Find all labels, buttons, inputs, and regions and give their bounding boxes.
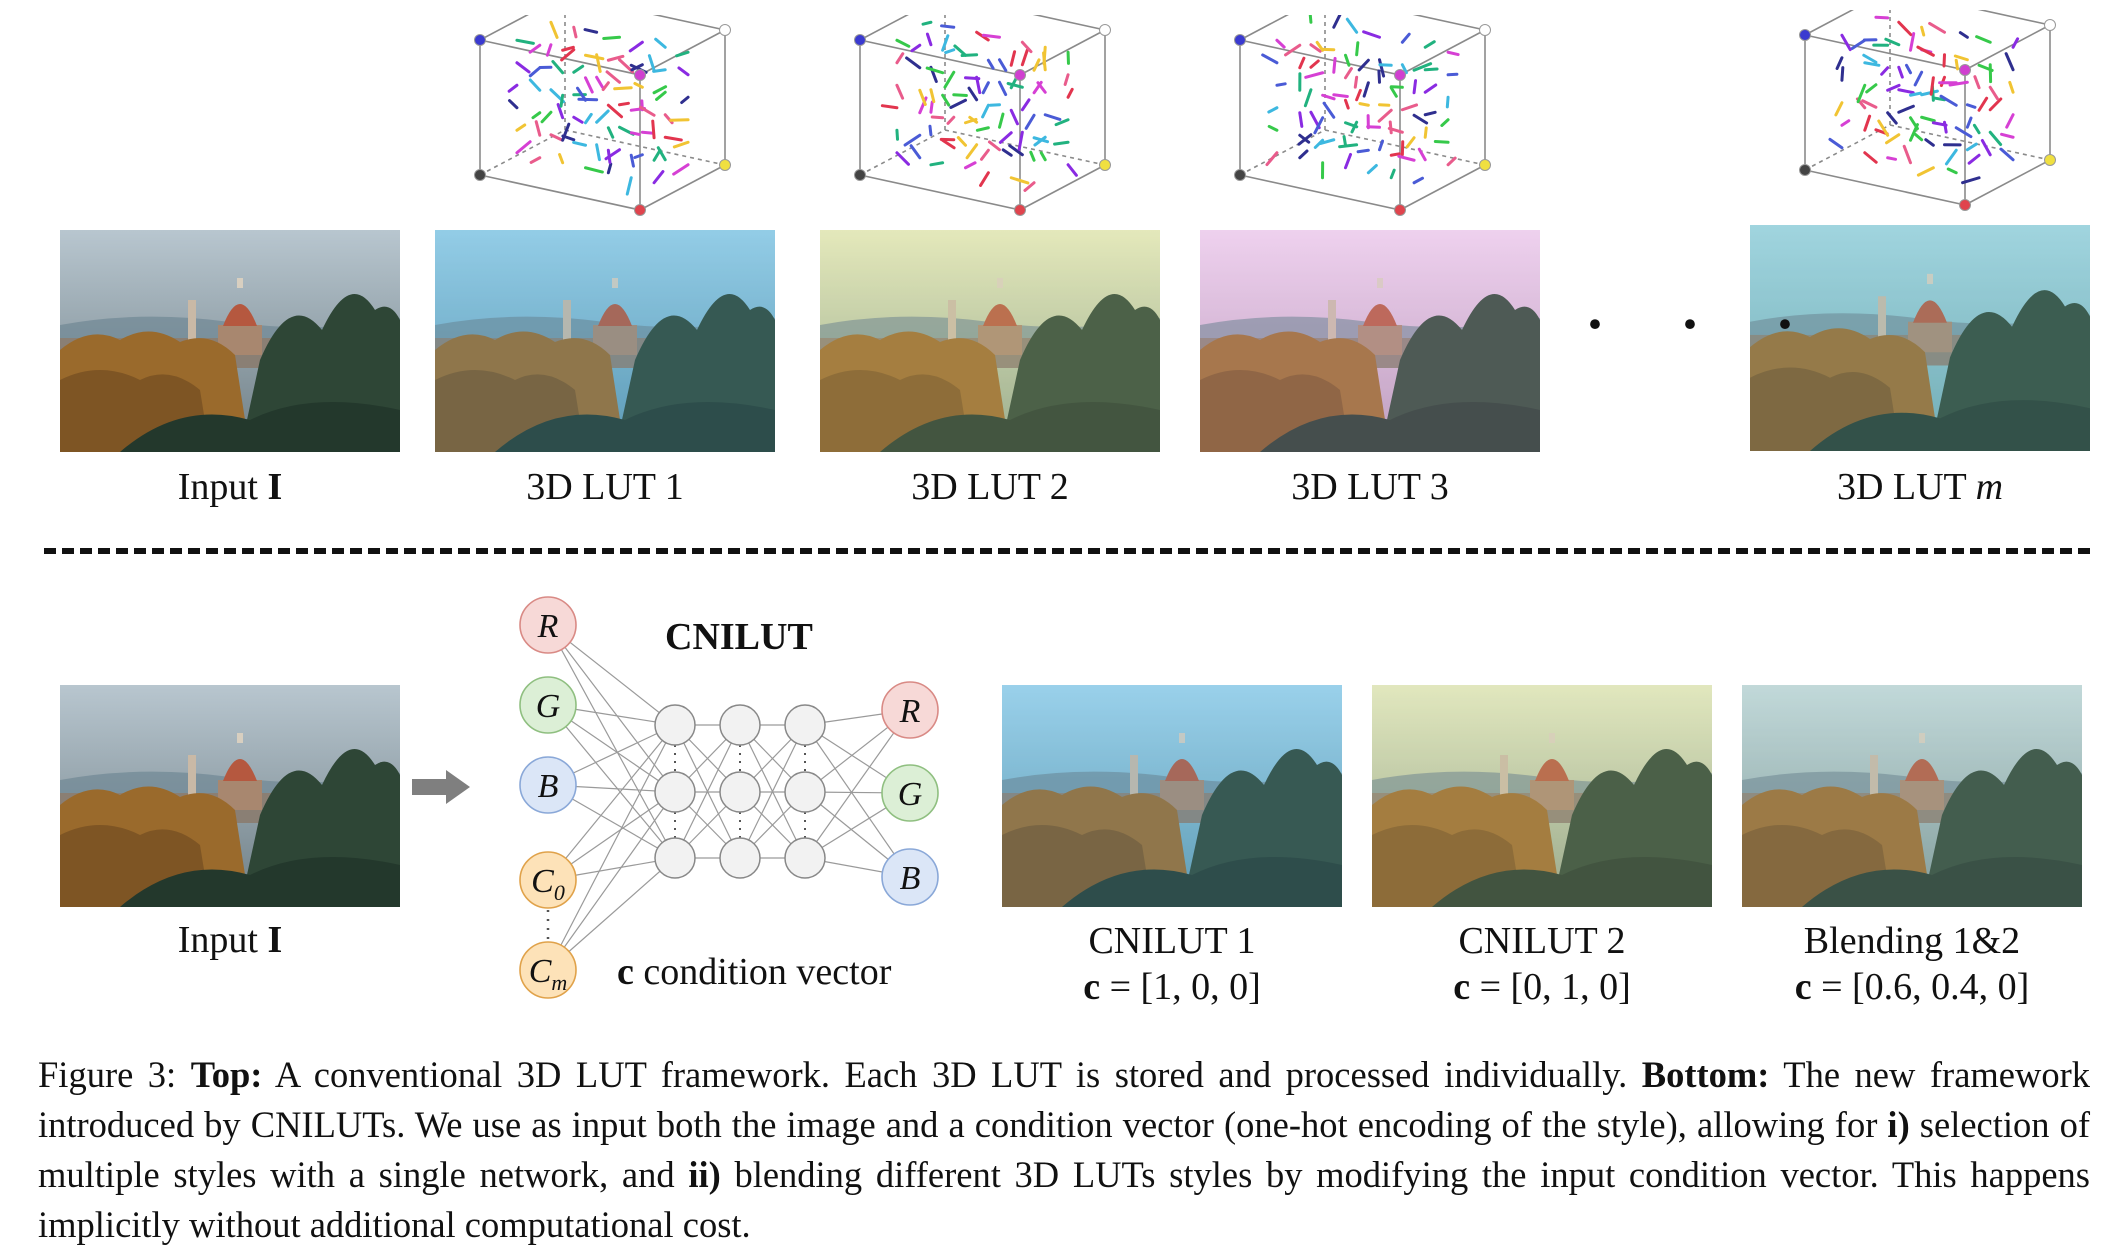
photo-top-lut2 [820,230,1160,452]
lut-cube-m [1795,0,2075,215]
hidden-node [719,837,761,879]
input-node-g: G [519,676,577,734]
caption-top-bold: Top: [190,1054,263,1095]
hidden-node [784,771,826,813]
lut-cube-1 [470,0,750,220]
condition-vector-label: c condition vector [617,950,891,994]
hidden-node [719,771,761,813]
svg-text:G: G [898,776,923,813]
top-lut3-label: 3D LUT 3 [1291,466,1449,508]
caption-bottom-bold: Bottom: [1641,1054,1770,1095]
lut-cube-2 [850,0,1130,220]
result-cnilut1-vector-symbol: c [1083,966,1101,1008]
result-blend-label: Blending 1&2 c = [0.6, 0.4, 0] [1742,918,2082,1010]
top-lut1-label: 3D LUT 1 [526,466,684,508]
top-input-label: Input I [60,465,400,509]
top-lutm-label-symbol: m [1975,466,2004,508]
lut-cube-3 [1230,0,1510,220]
hidden-node [719,704,761,746]
result-cnilut2-label: CNILUT 2 c = [0, 1, 0] [1372,918,1712,1010]
caption-ii-text: blending different 3D LUTs styles by mod… [38,1154,2090,1245]
ellipsis: · · · [1585,291,1826,357]
result-blend-vector-symbol: c [1794,966,1812,1008]
section-divider [44,548,2090,554]
hidden-node [654,837,696,879]
svg-text:G: G [536,688,561,725]
result-blend-title: Blending 1&2 [1803,920,2021,962]
svg-text:C0: C0 [531,863,565,905]
output-node-r: R [881,681,939,739]
figure-caption: Figure 3: Top: A conventional 3D LUT fra… [38,1050,2090,1250]
svg-text:R: R [537,608,559,645]
bottom-input-label-text: Input [177,919,268,961]
input-node-b: B [519,756,577,814]
bottom-input-label: Input I [60,918,400,962]
result-cnilut2-vector: c = [0, 1, 0] [1372,964,1712,1010]
result-cnilut1-title: CNILUT 1 [1088,920,1256,962]
hidden-node [784,837,826,879]
caption-top-text: A conventional 3D LUT framework. Each 3D… [262,1054,1642,1095]
right-arrow-icon [412,770,470,804]
result-cnilut2-title: CNILUT 2 [1458,920,1626,962]
result-cnilut2-vector-value: = [0, 1, 0] [1470,966,1631,1008]
condition-vector-text: condition vector [633,951,892,993]
hidden-node [654,704,696,746]
top-input-label-text: Input [177,466,268,508]
photo-top-lut3 [1200,230,1540,452]
output-node-g: G [881,764,939,822]
svg-text:R: R [899,693,921,730]
result-blend-vector-value: = [0.6, 0.4, 0] [1811,966,2030,1008]
output-node-b: B [881,848,939,906]
input-node-cm: Cm [519,941,577,999]
result-cnilut2-vector-symbol: c [1453,966,1471,1008]
result-cnilut1-vector: c = [1, 0, 0] [1002,964,1342,1010]
input-node-r: R [519,596,577,654]
svg-text:B: B [900,860,921,897]
photo-result-blend [1742,685,2082,907]
svg-text:B: B [538,768,559,805]
caption-prefix: Figure 3: [38,1054,191,1095]
caption-i-text: selection of multiple styles with a sing… [38,1104,2090,1195]
caption-bottom-text: The new framework introduced by CNILUTs.… [38,1054,2090,1145]
photo-top-lutm [1750,225,2090,451]
photo-result-cnilut1 [1002,685,1342,907]
photo-top-input [60,230,400,452]
cnilut-network-diagram: R G B C0 Cm R G B [519,596,939,999]
hidden-node [784,704,826,746]
network-title: CNILUT [665,616,813,658]
result-cnilut1-label: CNILUT 1 c = [1, 0, 0] [1002,918,1342,1010]
caption-ii-bold: ii) [688,1154,721,1195]
bottom-input-label-symbol: I [267,919,283,961]
input-node-c0: C0 [519,851,577,909]
top-input-label-symbol: I [267,466,283,508]
top-lutm-label-text: 3D LUT [1836,466,1976,508]
hidden-node [654,771,696,813]
photo-top-lut1 [435,230,775,452]
caption-i-bold: i) [1887,1104,1910,1145]
top-lutm-label: 3D LUT m [1750,465,2090,509]
top-lut2-label: 3D LUT 2 [911,466,1069,508]
photo-bottom-input [60,685,400,907]
result-blend-vector: c = [0.6, 0.4, 0] [1742,964,2082,1010]
condition-vector-symbol: c [617,951,634,993]
photo-result-cnilut2 [1372,685,1712,907]
result-cnilut1-vector-value: = [1, 0, 0] [1100,966,1261,1008]
